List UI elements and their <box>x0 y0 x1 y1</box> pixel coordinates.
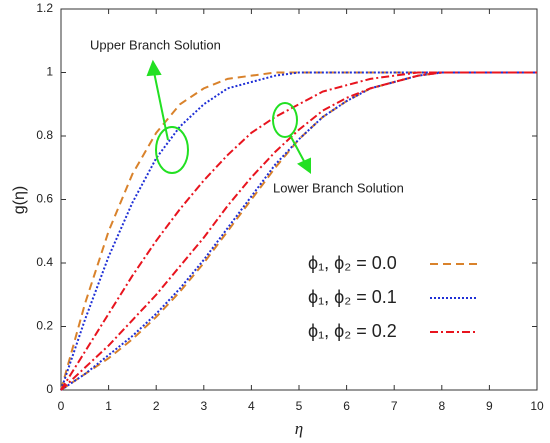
y-tick-label: 0.2 <box>36 319 53 333</box>
annotation: Upper Branch Solution <box>90 37 221 52</box>
arrow-line <box>153 71 169 141</box>
x-tick-label: 6 <box>343 399 350 413</box>
x-tick-label: 3 <box>200 399 207 413</box>
arrow-head <box>297 157 311 174</box>
x-tick-label: 7 <box>391 399 398 413</box>
y-tick-label: 0.8 <box>36 128 53 142</box>
data-line <box>60 71 537 391</box>
highlight-ellipse <box>272 102 298 138</box>
y-tick-label: 0.4 <box>36 255 53 269</box>
x-tick-label: 10 <box>530 399 544 413</box>
y-tick-label: 0.6 <box>36 192 53 206</box>
x-tick-label: 0 <box>58 399 65 413</box>
data-line <box>60 71 537 391</box>
x-tick-label: 4 <box>248 399 255 413</box>
legend-label: ϕ₁, ϕ₂ = 0.2 <box>308 321 397 341</box>
x-tick-label: 1 <box>105 399 112 413</box>
x-tick-label: 5 <box>296 399 303 413</box>
highlight-ellipse <box>155 126 189 174</box>
y-tick-label: 0 <box>46 382 53 396</box>
y-tick-label: 1 <box>46 65 53 79</box>
data-line <box>60 71 537 391</box>
x-axis-label: η <box>295 419 303 438</box>
x-tick-label: 2 <box>153 399 160 413</box>
arrow-line <box>289 134 306 164</box>
x-tick-label: 9 <box>486 399 493 413</box>
plot-area: 0 1 2 3 4 5 6 7 8 9 10 0 0.2 0.4 0.6 0.8 1 1.2 <box>36 1 544 413</box>
legend-label: ϕ₁, ϕ₂ = 0.1 <box>308 287 397 307</box>
annotation: Lower Branch Solution <box>273 180 404 195</box>
annotation-group <box>146 59 311 174</box>
y-axis-label: g(η) <box>11 186 28 214</box>
legend-label: ϕ₁, ϕ₂ = 0.0 <box>308 253 397 273</box>
x-tick-label: 8 <box>438 399 445 413</box>
arrow-head <box>146 59 162 77</box>
y-tick-label: 1.2 <box>36 1 53 15</box>
